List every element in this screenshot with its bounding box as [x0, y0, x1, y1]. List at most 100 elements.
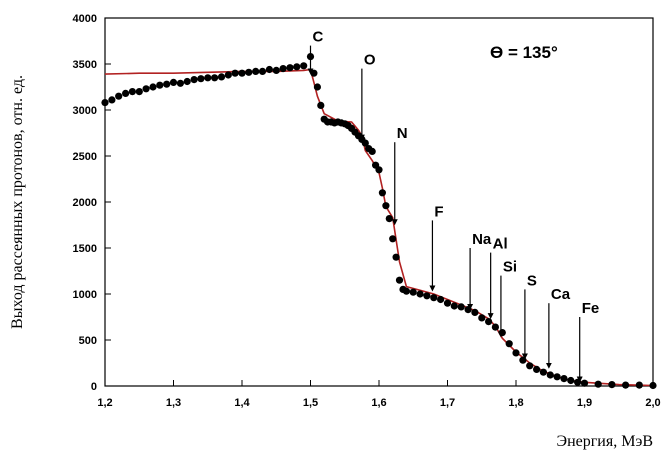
data-point: [128, 88, 136, 96]
data-point: [361, 139, 369, 147]
data-point: [258, 67, 267, 75]
data-point: [149, 83, 157, 91]
data-point: [457, 303, 465, 311]
data-point: [423, 292, 431, 300]
edge-label-f: F: [434, 203, 443, 220]
edge-label-si: Si: [503, 259, 517, 276]
data-point: [375, 166, 383, 174]
angle-annotation: ϴ = 135°: [490, 43, 558, 62]
data-point: [560, 375, 568, 383]
y-tick-label: 1500: [73, 243, 97, 255]
data-point: [108, 96, 116, 104]
data-point: [519, 356, 527, 364]
data-point: [272, 66, 280, 74]
data-point: [567, 376, 575, 385]
data-point: [594, 380, 602, 388]
data-point: [402, 287, 410, 295]
data-point: [176, 79, 184, 87]
data-point: [512, 349, 520, 357]
x-tick-label: 2,0: [645, 397, 660, 409]
edge-label-c: C: [313, 29, 324, 46]
y-tick-label: 0: [91, 381, 97, 393]
data-point: [300, 62, 308, 70]
edge-label-fe: Fe: [582, 300, 600, 317]
data-point: [122, 89, 130, 97]
data-point: [224, 71, 232, 79]
data-point: [485, 318, 493, 326]
edge-label-o: O: [364, 52, 376, 69]
x-tick-label: 1,5: [303, 397, 318, 409]
data-point: [430, 294, 438, 302]
data-point: [464, 306, 472, 314]
data-point: [293, 63, 301, 71]
data-point: [211, 74, 219, 82]
data-point: [395, 276, 404, 284]
x-tick-label: 1,4: [234, 397, 250, 409]
x-tick-label: 1,6: [371, 397, 386, 409]
data-point: [382, 202, 390, 210]
data-point: [313, 83, 321, 91]
data-point: [378, 189, 386, 197]
y-tick-label: 500: [79, 335, 97, 347]
data-point: [385, 215, 393, 223]
data-point: [471, 308, 479, 316]
data-point: [574, 378, 582, 386]
x-tick-label: 1,7: [440, 397, 455, 409]
data-point: [491, 323, 499, 331]
data-point: [265, 65, 273, 74]
data-point: [533, 365, 541, 373]
data-point: [389, 235, 397, 243]
data-point: [169, 78, 178, 86]
edge-label-s: S: [527, 272, 537, 289]
data-point: [217, 73, 226, 81]
data-point: [252, 67, 260, 75]
edge-label-na: Na: [472, 231, 492, 248]
x-tick-label: 1,9: [577, 397, 592, 409]
x-tick-label: 1,8: [508, 397, 523, 409]
y-axis-ticks: 0 500 1000 1500 2000 2500 3000 3500 4000: [73, 13, 111, 393]
data-point: [392, 253, 400, 261]
data-point: [197, 75, 205, 83]
y-tick-label: 2000: [73, 197, 97, 209]
data-point: [539, 368, 548, 376]
data-point: [437, 295, 445, 304]
data-point: [416, 290, 424, 298]
data-point: [231, 69, 239, 77]
data-point: [608, 381, 616, 389]
y-tick-label: 3000: [73, 105, 97, 117]
data-point: [498, 329, 506, 337]
data-point: [238, 69, 246, 77]
edge-label-al: Al: [493, 236, 508, 253]
data-point: [286, 64, 294, 72]
data-point: [310, 69, 318, 77]
data-point: [443, 299, 452, 307]
data-point: [580, 379, 589, 387]
data-point: [478, 314, 486, 322]
y-axis-label: Выход рассеянных протонов, отн. ед.: [9, 75, 26, 329]
data-point: [135, 88, 143, 96]
data-point: [317, 101, 325, 109]
y-tick-label: 1000: [73, 289, 97, 301]
data-point: [279, 65, 287, 73]
y-tick-label: 2500: [73, 151, 97, 163]
data-point: [649, 381, 657, 390]
data-point: [245, 68, 253, 76]
y-tick-label: 4000: [73, 13, 97, 25]
data-point: [450, 302, 458, 310]
data-point: [190, 76, 198, 84]
x-axis-label: Энергия, МэВ: [557, 433, 653, 450]
x-axis-ticks: 1,2 1,3 1,4 1,5 1,6 1,7 1,8 1,9 2,0: [97, 380, 661, 409]
x-tick-label: 1,2: [97, 397, 112, 409]
x-tick-label: 1,3: [166, 397, 181, 409]
data-point: [101, 99, 109, 107]
data-point: [163, 80, 171, 88]
data-point: [409, 288, 417, 296]
data-point: [142, 85, 150, 93]
data-point: [635, 381, 643, 389]
data-point: [115, 92, 123, 100]
y-tick-label: 3500: [73, 59, 97, 71]
data-point: [204, 74, 212, 82]
data-point: [546, 371, 554, 379]
data-point: [505, 340, 513, 348]
